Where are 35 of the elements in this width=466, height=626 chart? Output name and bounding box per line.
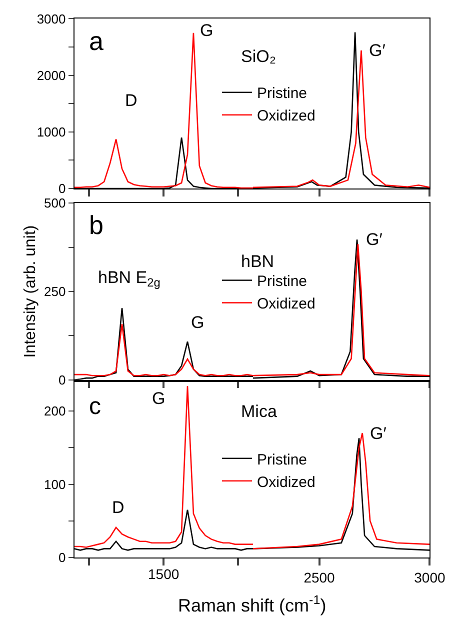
annotation: hBN E$_{2g}$ <box>98 268 160 290</box>
y-tick-label: 500 <box>44 196 66 211</box>
annotation: Mica <box>241 402 278 421</box>
y-tick-label: 0 <box>58 181 66 196</box>
y-tick-label: 0 <box>58 372 66 388</box>
y-tick-label: 3000 <box>36 11 66 26</box>
legend-label: Pristine <box>257 85 308 102</box>
annotation: hBN <box>241 252 274 271</box>
y-tick-label: 100 <box>44 476 66 492</box>
legend-label: Oxidized <box>257 296 316 313</box>
y-tick-label: 250 <box>44 284 66 300</box>
annotation: D <box>112 498 124 517</box>
annotation: a <box>89 26 104 56</box>
annotation: c <box>89 393 101 420</box>
legend-label: Oxidized <box>257 108 316 125</box>
y-tick-label: 2000 <box>36 68 66 83</box>
legend-label: Pristine <box>257 273 308 290</box>
annotation: SiO₂ <box>241 47 276 66</box>
y-axis-title: Intensity (arb. unit) <box>22 225 39 358</box>
annotation: G <box>200 21 214 40</box>
annotation: G′ <box>366 230 382 249</box>
y-tick-label: 0 <box>58 550 66 566</box>
annotation: G <box>152 389 166 408</box>
annotation: D <box>125 91 138 110</box>
x-tick-label: 2500 <box>304 569 336 586</box>
y-tick-label: 200 <box>44 404 66 419</box>
annotation: b <box>89 210 104 240</box>
annotation: G′ <box>370 424 386 443</box>
annotation: G <box>191 313 204 332</box>
legend-label: Oxidized <box>257 474 316 491</box>
annotation: G′ <box>369 41 386 60</box>
text: 1500 <box>148 566 180 582</box>
legend-label: Pristine <box>257 451 308 468</box>
y-tick-label: 1000 <box>36 124 66 140</box>
x-axis-title: Raman shift (cm$^{-1}$) <box>178 593 326 616</box>
